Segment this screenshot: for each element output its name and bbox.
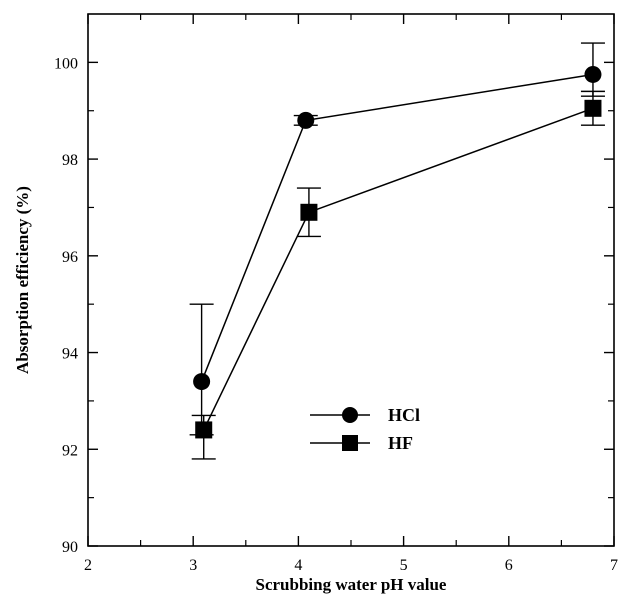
- data-point-hcl: [584, 65, 602, 83]
- data-point-hf: [300, 203, 318, 221]
- y-tick-label: 90: [62, 539, 78, 556]
- x-tick-label: 7: [610, 557, 618, 574]
- data-point-hcl: [297, 111, 315, 129]
- plot-frame: [87, 13, 615, 547]
- legend-item-hf: HF: [310, 433, 413, 453]
- y-tick-label: 96: [62, 249, 78, 266]
- legend: HCl HF: [310, 405, 420, 453]
- legend-label-hcl: HCl: [388, 405, 420, 425]
- x-tick-label: 4: [294, 557, 302, 574]
- legend-label-hf: HF: [388, 433, 413, 453]
- data-point-hcl: [193, 373, 211, 391]
- x-tick-label: 5: [400, 557, 408, 574]
- series-hcl: [189, 42, 605, 436]
- y-tick-label: 92: [62, 442, 78, 459]
- legend-marker-hf: [342, 435, 358, 451]
- x-tick-label: 3: [189, 557, 197, 574]
- y-tick-label: 98: [62, 152, 78, 169]
- data-point-hf: [195, 421, 213, 439]
- legend-marker-hcl: [342, 407, 358, 423]
- series-layer: [189, 42, 605, 460]
- y-axis-label: Absorption efficiency (%): [13, 186, 32, 374]
- axis-tick-labels: 2 3 4 5 6 7 90 92 94 96 98 100: [54, 55, 618, 574]
- series-line-hcl: [200, 73, 594, 382]
- x-tick-label: 2: [84, 557, 92, 574]
- y-tick-label: 100: [54, 55, 78, 72]
- legend-item-hcl: HCl: [310, 405, 420, 425]
- series-line-hf: [203, 107, 594, 431]
- x-tick-label: 6: [505, 557, 513, 574]
- data-point-hf: [584, 99, 602, 117]
- x-axis-label: Scrubbing water pH value: [256, 575, 447, 594]
- axis-ticks: [87, 14, 615, 547]
- y-tick-label: 94: [62, 346, 78, 363]
- series-hf: [191, 90, 605, 460]
